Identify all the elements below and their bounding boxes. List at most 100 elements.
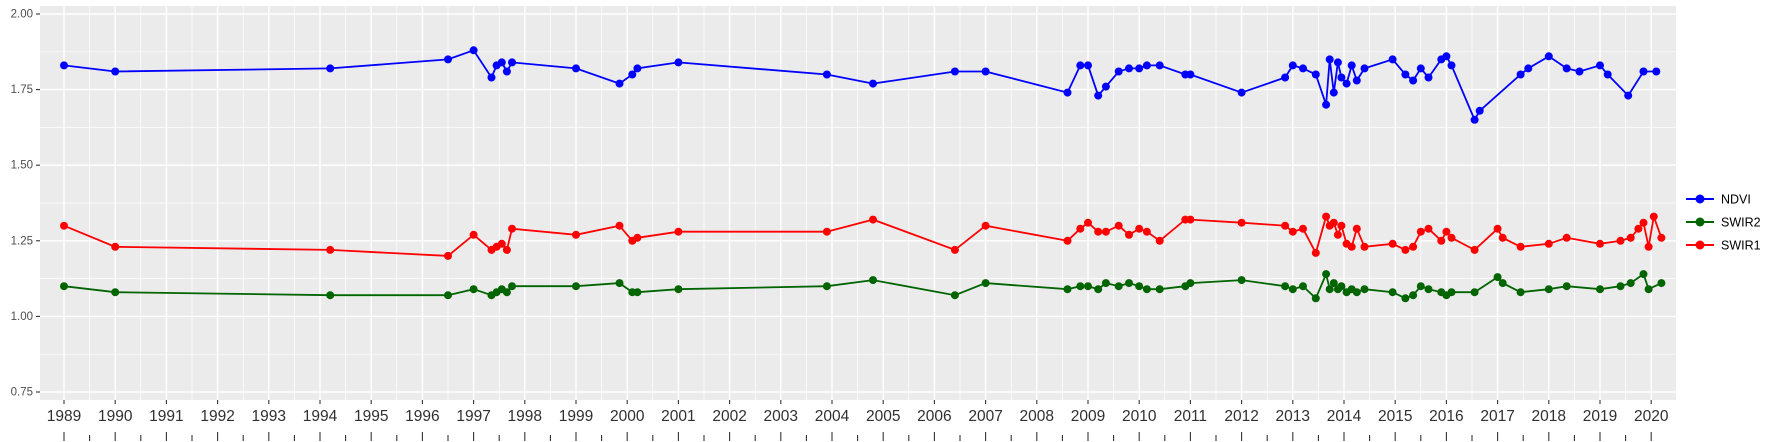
data-point: [1603, 70, 1612, 79]
data-point: [1084, 218, 1092, 227]
data-point: [1281, 282, 1290, 291]
data-point: [1337, 282, 1346, 291]
data-point: [469, 46, 478, 55]
data-point: [1544, 239, 1553, 248]
data-point: [1322, 212, 1331, 221]
data-point: [1155, 285, 1164, 294]
data-point: [1657, 279, 1666, 288]
x-tick-label: 1994: [303, 408, 338, 425]
x-tick-label: 2019: [1583, 408, 1617, 425]
data-point: [1329, 218, 1338, 227]
data-point: [1447, 288, 1456, 297]
data-point: [1325, 55, 1334, 64]
data-point: [1416, 282, 1425, 291]
data-point: [1447, 233, 1456, 242]
data-point: [1186, 215, 1195, 224]
y-tick-label: 0.75: [11, 387, 33, 399]
data-point: [1544, 285, 1553, 294]
data-point: [628, 70, 637, 79]
data-point: [822, 227, 831, 236]
data-point: [633, 64, 642, 73]
series-swir2: [60, 270, 1666, 303]
x-tick-label: 2004: [815, 408, 850, 425]
data-point: [1084, 61, 1092, 70]
data-point: [1409, 76, 1418, 85]
data-point: [1325, 285, 1334, 294]
x-tick-label: 2013: [1276, 408, 1310, 425]
data-point: [1401, 294, 1410, 303]
x-tick-label: 2009: [1071, 408, 1105, 425]
data-point: [60, 282, 68, 291]
data-point: [497, 58, 506, 67]
legend-item-ndvi: NDVI: [1686, 193, 1751, 207]
data-point: [633, 288, 642, 297]
data-point: [1388, 288, 1397, 297]
data-point: [1299, 64, 1307, 73]
data-point: [1544, 52, 1553, 61]
data-point: [1596, 61, 1604, 70]
data-point: [981, 221, 990, 230]
data-point: [1125, 64, 1133, 73]
data-point: [950, 67, 959, 76]
data-point: [1063, 88, 1072, 97]
data-point: [1076, 61, 1085, 70]
data-point: [1516, 70, 1525, 79]
data-point: [1616, 282, 1625, 291]
legend-key-marker: [1695, 194, 1705, 204]
data-point: [572, 282, 580, 291]
data-point: [1084, 282, 1092, 291]
x-tick-label: 2002: [712, 408, 746, 425]
data-point: [981, 279, 990, 288]
legend-key-marker: [1695, 217, 1705, 227]
data-point: [1135, 64, 1144, 73]
data-point: [60, 61, 68, 70]
data-point: [1125, 279, 1133, 288]
data-point: [326, 245, 335, 254]
data-point: [1114, 282, 1123, 291]
data-point: [1596, 285, 1604, 294]
data-point: [1652, 67, 1661, 76]
data-point: [1155, 61, 1164, 70]
data-point: [1498, 279, 1507, 288]
data-point: [502, 288, 511, 297]
data-point: [1575, 67, 1584, 76]
data-point: [1562, 233, 1571, 242]
data-point: [497, 239, 506, 248]
series-swir1: [60, 212, 1666, 260]
data-point: [1237, 218, 1246, 227]
data-point: [1470, 245, 1479, 254]
data-point: [1401, 70, 1410, 79]
x-tick-label: 1996: [405, 408, 439, 425]
data-point: [1644, 285, 1653, 294]
data-point: [869, 215, 877, 224]
data-point: [1352, 288, 1361, 297]
legend-label: SWIR1: [1721, 239, 1761, 253]
data-point: [1063, 285, 1072, 294]
x-tick-label: 2008: [1020, 408, 1054, 425]
data-point: [502, 67, 511, 76]
data-point: [508, 282, 516, 291]
data-point: [615, 279, 624, 288]
data-point: [1101, 279, 1110, 288]
data-point: [1437, 236, 1446, 245]
data-point: [869, 276, 877, 285]
data-point: [869, 79, 877, 88]
data-point: [1470, 288, 1479, 297]
data-point: [1347, 242, 1356, 251]
data-point: [1498, 233, 1507, 242]
data-point: [1360, 64, 1369, 73]
data-point: [950, 245, 959, 254]
data-point: [1322, 100, 1331, 109]
y-tick-label: 1.50: [11, 160, 33, 172]
y-tick-label: 1.25: [11, 235, 33, 247]
data-point: [1311, 248, 1320, 257]
data-point: [1333, 58, 1342, 67]
data-point: [1299, 282, 1307, 291]
data-point: [615, 221, 624, 230]
data-point: [1516, 288, 1525, 297]
x-tick-label: 1992: [200, 408, 234, 425]
data-point: [950, 291, 959, 300]
axis-ticks: [36, 13, 1652, 404]
data-point: [1447, 61, 1456, 70]
